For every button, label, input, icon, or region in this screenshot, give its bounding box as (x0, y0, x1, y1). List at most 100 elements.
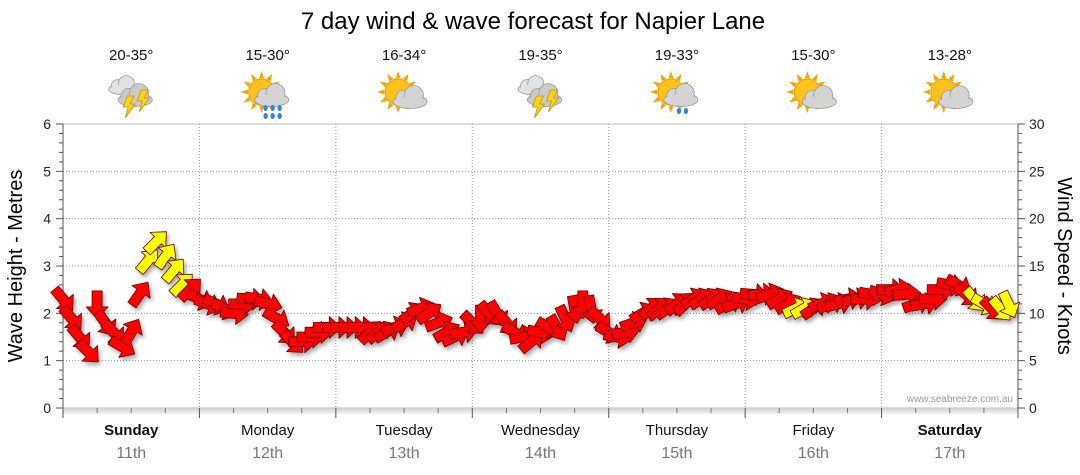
day-date-label: 17th (934, 445, 965, 462)
cloud-fill (804, 96, 835, 108)
temperature-label: 15-30° (791, 47, 835, 64)
sun-ray (925, 81, 934, 88)
sun-ray (804, 71, 810, 79)
wind-arrow (153, 243, 177, 271)
right-tick-label: 0 (1029, 400, 1037, 416)
right-tick-label: 30 (1029, 116, 1045, 132)
wind-arrow (135, 249, 159, 275)
sun-ray (812, 73, 818, 82)
rain-drop (263, 113, 268, 119)
day-date-label: 11th (116, 445, 146, 462)
rain-drop (277, 105, 282, 111)
rain-drop (683, 108, 689, 114)
weather-icons (108, 71, 974, 119)
sun-ray (675, 73, 682, 82)
sun-ray (796, 102, 803, 111)
sun-ray (377, 89, 385, 95)
day-temperatures: 20-35° 15-30° 16-34° 19-35° 19-33° 15-30° 13-2… (109, 47, 972, 64)
lightning-bolt (545, 89, 560, 113)
sun-ray (379, 81, 388, 88)
sun-ray (796, 73, 803, 82)
sun-ray (789, 81, 797, 88)
storm-cloud-icon (108, 75, 153, 119)
right-tick-label: 20 (1029, 211, 1045, 227)
wind-arrow (160, 258, 185, 285)
chart-title: 7 day wind & wave forecast for Napier La… (301, 8, 765, 35)
sun-ray (789, 96, 797, 103)
sun-ray (402, 73, 409, 82)
sun-ray (941, 105, 947, 113)
wind-arrow (142, 231, 167, 256)
sun-ray (243, 96, 251, 103)
sun-cloud-icon (922, 71, 974, 113)
storm-cloud-icon (517, 75, 563, 119)
rain-drop (676, 108, 682, 114)
day-name-label: Saturday (918, 422, 983, 439)
sun-ray (941, 71, 947, 79)
cloud-fill (940, 96, 971, 108)
x-axis: Sunday 11th Monday 12th Tuesday 13th Wednesday… (62, 408, 1019, 462)
sun-ray (660, 102, 667, 111)
left-tick-label: 2 (43, 305, 51, 321)
temperature-label: 15-30° (245, 47, 289, 64)
left-tick-label: 1 (43, 353, 51, 369)
day-date-label: 16th (798, 445, 829, 462)
watermark: www.seabreeze.com.au (906, 394, 1013, 405)
sun-ray (387, 102, 394, 111)
day-name-label: Tuesday (376, 422, 433, 439)
right-tick-label: 25 (1029, 163, 1045, 179)
day-date-label: 15th (661, 445, 692, 462)
left-tick-label: 5 (43, 163, 51, 179)
left-tick-label: 3 (43, 258, 51, 274)
sun-ray (652, 96, 661, 103)
cloud-fill (394, 96, 426, 108)
rain-drop (263, 105, 268, 111)
day-name-label: Monday (241, 422, 295, 439)
temperature-label: 19-33° (655, 47, 699, 64)
temperature-label: 19-35° (518, 47, 562, 64)
sun-ray (925, 96, 934, 103)
sun-ray (933, 73, 940, 82)
temperature-label: 16-34° (382, 47, 426, 64)
rain-drop (270, 105, 275, 111)
day-name-label: Friday (793, 422, 835, 439)
left-tick-label: 4 (43, 211, 51, 227)
sun-ray (259, 71, 265, 79)
lightning-bolt (136, 89, 150, 113)
sun-cloud-icon (786, 71, 837, 113)
sun-ray (251, 73, 257, 82)
grid-lines (63, 124, 1018, 408)
plot-frame (62, 123, 1019, 414)
sun-ray (266, 73, 273, 82)
right-axis-title: Wind Speed - Knots (1053, 177, 1075, 355)
rain-drop (277, 113, 282, 119)
sun-cloud-icon (377, 71, 428, 113)
sun-ray (786, 89, 794, 95)
sun-ray (804, 105, 810, 113)
sun-ray (933, 102, 940, 111)
left-axis-title: Wave Height - Metres (5, 170, 27, 363)
day-date-label: 13th (389, 445, 420, 462)
day-name-label: Thursday (646, 422, 709, 439)
cloud-fill (665, 94, 697, 106)
sun-ray (668, 105, 674, 113)
sun-ray (948, 73, 955, 82)
right-tick-label: 15 (1029, 258, 1045, 274)
sun-cloud-drizzle-icon (649, 71, 699, 114)
right-tick-label: 5 (1029, 353, 1037, 369)
sun-ray (395, 105, 401, 113)
temperature-label: 20-35° (109, 47, 153, 64)
wind-arrow (127, 281, 151, 309)
sun-ray (251, 102, 257, 111)
right-tick-label: 10 (1029, 305, 1045, 321)
sun-ray (922, 89, 931, 95)
right-axis: 0 5 10 15 20 25 30 (1017, 116, 1045, 416)
sun-ray (395, 71, 401, 79)
wind-arrows (50, 231, 1021, 363)
left-tick-label: 6 (43, 116, 51, 132)
day-date-label: 12th (252, 445, 283, 462)
wind-arrow (119, 318, 143, 347)
sun-ray (387, 73, 394, 82)
sun-ray (243, 81, 251, 88)
